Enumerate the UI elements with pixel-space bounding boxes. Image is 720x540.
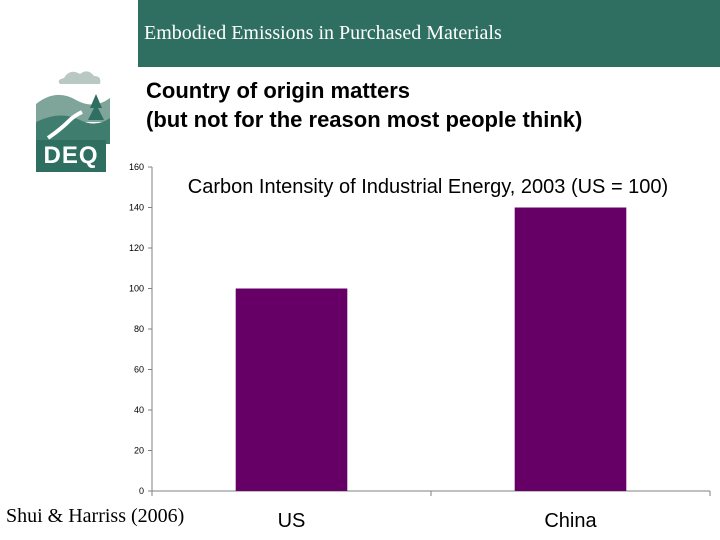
x-tick-label: US <box>278 510 306 532</box>
header-title: Embodied Emissions in Purchased Material… <box>144 22 502 44</box>
header-bar: Embodied Emissions in Purchased Material… <box>138 0 720 67</box>
y-tick-label: 100 <box>129 284 144 294</box>
source-citation: Shui & Harriss (2006) <box>6 505 185 527</box>
bar-us <box>235 288 348 491</box>
subtitle-line-1: Country of origin matters <box>146 78 411 103</box>
x-tick-label: China <box>544 510 597 532</box>
y-tick-label: 0 <box>139 486 144 496</box>
y-tick-label: 80 <box>134 324 144 334</box>
chart-title: Carbon Intensity of Industrial Energy, 2… <box>188 176 668 198</box>
y-tick-label: 60 <box>134 365 144 375</box>
deq-logo-icon <box>36 71 110 144</box>
y-tick-label: 20 <box>134 446 144 456</box>
y-tick-label: 140 <box>129 203 144 213</box>
bar-china <box>514 207 627 491</box>
y-tick-label: 160 <box>129 162 144 172</box>
subtitle-line-2: (but not for the reason most people thin… <box>146 107 583 132</box>
slide-subtitle: Country of origin matters (but not for t… <box>146 76 706 134</box>
logo-text: DEQ <box>36 140 106 172</box>
y-tick-label: 40 <box>134 405 144 415</box>
y-tick-label: 120 <box>129 243 144 253</box>
